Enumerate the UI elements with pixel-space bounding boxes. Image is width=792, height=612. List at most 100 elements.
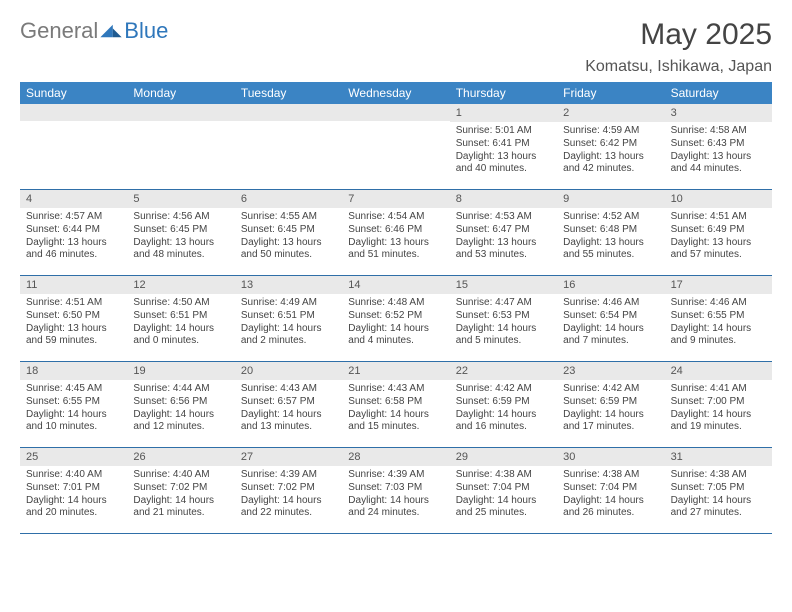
day-cell: 30Sunrise: 4:38 AMSunset: 7:04 PMDayligh… [557, 448, 664, 534]
day-cell: 19Sunrise: 4:44 AMSunset: 6:56 PMDayligh… [127, 362, 234, 448]
day-number: 8 [450, 190, 557, 208]
daylight-line: Daylight: 14 hours and 24 minutes. [348, 495, 443, 521]
day-cell: 13Sunrise: 4:49 AMSunset: 6:51 PMDayligh… [235, 276, 342, 362]
daylight-line: Daylight: 14 hours and 21 minutes. [133, 495, 228, 521]
sunrise-line: Sunrise: 4:47 AM [456, 297, 551, 310]
day-cell: 8Sunrise: 4:53 AMSunset: 6:47 PMDaylight… [450, 190, 557, 276]
day-cell: 17Sunrise: 4:46 AMSunset: 6:55 PMDayligh… [665, 276, 772, 362]
daylight-line: Daylight: 14 hours and 5 minutes. [456, 323, 551, 349]
sunset-line: Sunset: 6:45 PM [133, 224, 228, 237]
day-cell: 14Sunrise: 4:48 AMSunset: 6:52 PMDayligh… [342, 276, 449, 362]
sunset-line: Sunset: 6:55 PM [671, 310, 766, 323]
day-number: 27 [235, 448, 342, 466]
sunrise-line: Sunrise: 4:43 AM [241, 383, 336, 396]
sunset-line: Sunset: 6:51 PM [241, 310, 336, 323]
day-body: Sunrise: 4:50 AMSunset: 6:51 PMDaylight:… [127, 294, 234, 352]
sunset-line: Sunset: 7:05 PM [671, 482, 766, 495]
day-body: Sunrise: 4:42 AMSunset: 6:59 PMDaylight:… [450, 380, 557, 438]
daylight-line: Daylight: 13 hours and 50 minutes. [241, 237, 336, 263]
logo-triangle-icon [100, 23, 122, 39]
logo: General Blue [20, 18, 168, 44]
daylight-line: Daylight: 13 hours and 59 minutes. [26, 323, 121, 349]
sunset-line: Sunset: 6:45 PM [241, 224, 336, 237]
day-number: 6 [235, 190, 342, 208]
daylight-line: Daylight: 14 hours and 22 minutes. [241, 495, 336, 521]
day-body: Sunrise: 4:41 AMSunset: 7:00 PMDaylight:… [665, 380, 772, 438]
sunset-line: Sunset: 6:41 PM [456, 138, 551, 151]
daylight-line: Daylight: 13 hours and 55 minutes. [563, 237, 658, 263]
sunrise-line: Sunrise: 4:50 AM [133, 297, 228, 310]
daylight-line: Daylight: 14 hours and 20 minutes. [26, 495, 121, 521]
sunrise-line: Sunrise: 4:38 AM [671, 469, 766, 482]
day-cell: 26Sunrise: 4:40 AMSunset: 7:02 PMDayligh… [127, 448, 234, 534]
weekday-label: Monday [127, 82, 234, 104]
day-cell: 11Sunrise: 4:51 AMSunset: 6:50 PMDayligh… [20, 276, 127, 362]
day-body: Sunrise: 4:54 AMSunset: 6:46 PMDaylight:… [342, 208, 449, 266]
daylight-line: Daylight: 14 hours and 27 minutes. [671, 495, 766, 521]
sunrise-line: Sunrise: 4:53 AM [456, 211, 551, 224]
daylight-line: Daylight: 14 hours and 7 minutes. [563, 323, 658, 349]
day-number: 16 [557, 276, 664, 294]
daylight-line: Daylight: 13 hours and 48 minutes. [133, 237, 228, 263]
day-body: Sunrise: 4:43 AMSunset: 6:57 PMDaylight:… [235, 380, 342, 438]
sunrise-line: Sunrise: 4:52 AM [563, 211, 658, 224]
weekday-label: Thursday [450, 82, 557, 104]
day-cell: 7Sunrise: 4:54 AMSunset: 6:46 PMDaylight… [342, 190, 449, 276]
day-number: 25 [20, 448, 127, 466]
daylight-line: Daylight: 14 hours and 9 minutes. [671, 323, 766, 349]
day-cell: 10Sunrise: 4:51 AMSunset: 6:49 PMDayligh… [665, 190, 772, 276]
location-text: Komatsu, Ishikawa, Japan [20, 58, 772, 76]
day-cell: 15Sunrise: 4:47 AMSunset: 6:53 PMDayligh… [450, 276, 557, 362]
calendar-grid: 1Sunrise: 5:01 AMSunset: 6:41 PMDaylight… [20, 104, 772, 534]
sunset-line: Sunset: 6:44 PM [26, 224, 121, 237]
sunrise-line: Sunrise: 4:38 AM [456, 469, 551, 482]
day-number: 9 [557, 190, 664, 208]
day-body: Sunrise: 4:40 AMSunset: 7:02 PMDaylight:… [127, 466, 234, 524]
day-number: 4 [20, 190, 127, 208]
day-number: 2 [557, 104, 664, 122]
sunset-line: Sunset: 6:58 PM [348, 396, 443, 409]
day-body: Sunrise: 4:48 AMSunset: 6:52 PMDaylight:… [342, 294, 449, 352]
day-cell: 21Sunrise: 4:43 AMSunset: 6:58 PMDayligh… [342, 362, 449, 448]
day-cell: 29Sunrise: 4:38 AMSunset: 7:04 PMDayligh… [450, 448, 557, 534]
day-cell: 1Sunrise: 5:01 AMSunset: 6:41 PMDaylight… [450, 104, 557, 190]
weekday-label: Tuesday [235, 82, 342, 104]
day-body: Sunrise: 4:51 AMSunset: 6:50 PMDaylight:… [20, 294, 127, 352]
day-body: Sunrise: 4:53 AMSunset: 6:47 PMDaylight:… [450, 208, 557, 266]
sunset-line: Sunset: 6:56 PM [133, 396, 228, 409]
sunrise-line: Sunrise: 4:59 AM [563, 125, 658, 138]
empty-cell [342, 104, 449, 190]
calendar-page: General Blue May 2025 Komatsu, Ishikawa,… [0, 0, 792, 612]
day-number: 31 [665, 448, 772, 466]
day-cell: 25 Sunrise: 4:40 AMSunset: 7:01 PMDayligh… [20, 448, 127, 534]
day-body: Sunrise: 4:49 AMSunset: 6:51 PMDaylight:… [235, 294, 342, 352]
day-cell: 22Sunrise: 4:42 AMSunset: 6:59 PMDayligh… [450, 362, 557, 448]
day-number: 11 [20, 276, 127, 294]
sunset-line: Sunset: 6:59 PM [563, 396, 658, 409]
day-number: 17 [665, 276, 772, 294]
sunrise-line: Sunrise: 4:40 AM [26, 469, 121, 482]
header-row: General Blue May 2025 [20, 18, 772, 52]
empty-cell [127, 104, 234, 190]
weekday-label: Sunday [20, 82, 127, 104]
sunset-line: Sunset: 6:43 PM [671, 138, 766, 151]
day-cell: 24Sunrise: 4:41 AMSunset: 7:00 PMDayligh… [665, 362, 772, 448]
daylight-line: Daylight: 14 hours and 4 minutes. [348, 323, 443, 349]
sunset-line: Sunset: 6:48 PM [563, 224, 658, 237]
day-number: 30 [557, 448, 664, 466]
daylight-line: Daylight: 13 hours and 40 minutes. [456, 151, 551, 177]
sunrise-line: Sunrise: 5:01 AM [456, 125, 551, 138]
sunrise-line: Sunrise: 4:40 AM [133, 469, 228, 482]
sunset-line: Sunset: 6:47 PM [456, 224, 551, 237]
day-cell: 3Sunrise: 4:58 AMSunset: 6:43 PMDaylight… [665, 104, 772, 190]
day-number: 7 [342, 190, 449, 208]
sunrise-line: Sunrise: 4:42 AM [563, 383, 658, 396]
sunrise-line: Sunrise: 4:48 AM [348, 297, 443, 310]
day-body: Sunrise: 4:59 AMSunset: 6:42 PMDaylight:… [557, 122, 664, 180]
day-number: 28 [342, 448, 449, 466]
sunrise-line: Sunrise: 4:46 AM [563, 297, 658, 310]
day-body: Sunrise: 4:39 AMSunset: 7:02 PMDaylight:… [235, 466, 342, 524]
sunset-line: Sunset: 7:01 PM [26, 482, 121, 495]
day-body: Sunrise: 4:58 AMSunset: 6:43 PMDaylight:… [665, 122, 772, 180]
sunrise-line: Sunrise: 4:51 AM [26, 297, 121, 310]
